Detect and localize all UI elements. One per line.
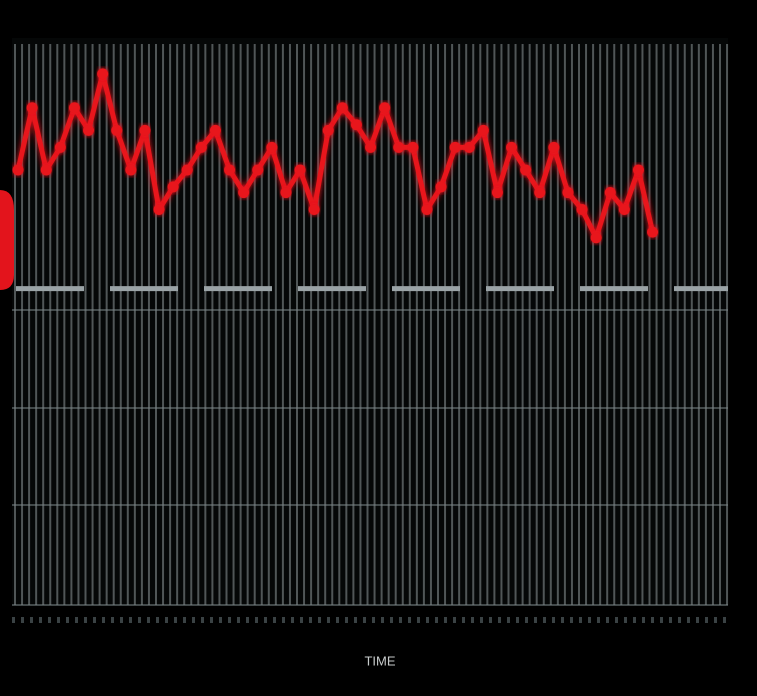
data-point <box>407 141 419 153</box>
data-point <box>463 141 475 153</box>
data-point <box>590 232 602 244</box>
data-line <box>15 71 655 241</box>
data-point <box>12 164 24 176</box>
data-point <box>40 164 52 176</box>
data-point <box>350 119 362 131</box>
data-point <box>379 102 391 114</box>
data-point <box>308 204 320 215</box>
data-point <box>421 204 433 215</box>
data-point <box>54 141 66 153</box>
data-point <box>393 141 405 153</box>
data-point <box>125 164 137 176</box>
data-point <box>26 102 38 114</box>
data-point <box>365 141 377 153</box>
data-point <box>604 187 616 199</box>
data-point <box>506 141 518 153</box>
data-point <box>520 164 532 176</box>
data-point <box>83 124 95 136</box>
data-point <box>435 181 447 193</box>
data-point <box>209 124 221 136</box>
data-point <box>111 124 123 136</box>
data-point <box>280 187 292 199</box>
data-point <box>252 164 264 176</box>
data-point <box>139 124 151 136</box>
data-point <box>97 68 109 80</box>
data-point <box>534 187 546 199</box>
data-point <box>576 204 588 215</box>
data-point <box>491 187 503 199</box>
data-point <box>336 102 348 114</box>
data-point <box>322 124 334 136</box>
side-tab <box>0 190 14 290</box>
data-point <box>548 141 560 153</box>
data-point <box>153 204 165 215</box>
data-point <box>449 141 461 153</box>
data-point <box>238 187 250 199</box>
plot-area <box>12 38 728 606</box>
data-point <box>647 226 659 238</box>
data-point <box>68 102 80 114</box>
data-point <box>167 181 179 193</box>
data-point <box>181 164 193 176</box>
data-point <box>224 164 236 176</box>
data-point <box>266 141 278 153</box>
data-point <box>477 124 489 136</box>
data-point <box>618 204 630 215</box>
x-axis-label: TIME <box>364 653 395 668</box>
data-point <box>294 164 306 176</box>
data-point <box>195 141 207 153</box>
data-point <box>632 164 644 176</box>
data-point <box>562 187 574 199</box>
